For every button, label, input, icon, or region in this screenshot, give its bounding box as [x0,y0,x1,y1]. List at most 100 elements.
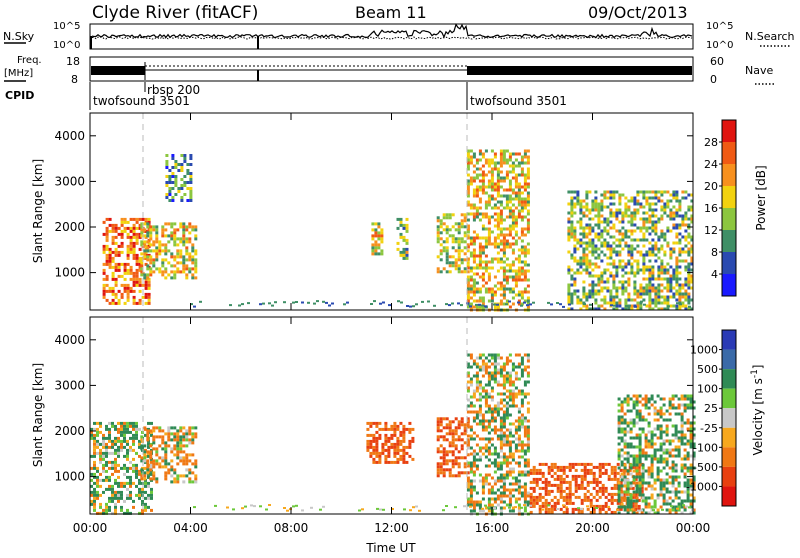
echo-cell [114,496,117,500]
echo-cell [678,283,682,287]
echo-cell [381,427,385,431]
echo-cell [508,428,512,432]
echo-cell [490,206,494,210]
echo-cell [143,276,147,280]
echo-cell [687,277,691,281]
echo-cell [108,436,111,440]
echo-cell [683,457,687,461]
echo-cell [384,424,388,428]
echo-cell [676,507,679,510]
echo-cell [640,486,644,490]
echo-cell [436,438,440,442]
echo-cell [650,487,654,491]
echo-cell [241,303,244,306]
echo-cell [189,199,193,202]
echo-cell [158,246,162,250]
echo-cell [120,466,123,470]
echo-cell [132,223,136,227]
echo-cell [405,253,409,257]
echo-cell [678,295,682,299]
echo-cell [637,509,640,512]
echo-cell [150,421,153,425]
echo-cell [475,380,479,384]
echo-cell [520,209,524,213]
echo-cell [526,296,530,300]
echo-cell [466,200,470,204]
echo-cell [606,244,610,248]
echo-cell [662,499,666,503]
echo-cell [147,475,150,479]
echo-cell [621,211,625,215]
echo-cell [457,231,461,235]
echo-cell [526,230,530,234]
echo-cell [475,233,479,237]
echo-cell [129,430,132,434]
echo-cell [469,437,473,441]
echo-cell [481,422,485,426]
echo-cell [663,298,667,302]
echo-cell [484,362,488,366]
echo-cell [677,490,681,494]
echo-cell [493,164,497,168]
echo-cell [520,206,524,210]
echo-cell [194,237,198,241]
echo-cell [567,292,571,296]
echo-cell [487,374,491,378]
echo-cell [123,424,126,428]
echo-cell [111,424,114,428]
echo-cell [164,459,168,463]
echo-cell [650,457,654,461]
echo-cell [687,295,691,299]
echo-cell [475,365,479,369]
echo-cell [165,163,169,166]
echo-cell [678,241,682,245]
echo-cell [484,254,488,258]
echo-cell [645,220,649,224]
echo-cell [481,497,485,501]
echo-cell [132,250,136,254]
echo-cell [499,299,503,303]
echo-cell [580,486,584,490]
echo-cell [514,500,518,504]
echo-cell [502,473,506,477]
echo-cell [472,242,476,246]
echo-cell [647,397,651,401]
echo-cell [659,412,663,416]
echo-cell [671,490,675,494]
echo-cell [114,511,117,515]
echo-cell [466,243,470,247]
echo-cell [692,454,696,458]
echo-cell [378,451,382,455]
echo-cell [672,295,676,299]
echo-cell [585,223,589,227]
echo-cell [469,503,473,507]
echo-cell [547,489,551,493]
echo-cell [466,386,470,390]
echo-cell [105,511,108,515]
echo-cell [615,304,619,308]
echo-cell [484,206,488,210]
echo-cell [635,469,639,473]
echo-cell [442,438,446,442]
echo-cell [623,433,627,437]
echo-cell [484,365,488,369]
echo-cell [660,277,664,281]
echo-cell [609,193,613,197]
echo-cell [600,259,604,263]
echo-cell [170,252,174,256]
echo-cell [623,430,627,434]
echo-cell [674,496,678,500]
echo-cell [380,240,384,244]
echo-cell [633,199,637,203]
echo-cell [683,484,687,488]
echo-cell [108,508,111,512]
echo-cell [632,475,636,479]
echo-cell [636,289,640,293]
echo-cell [645,199,649,203]
nsky-trace [91,23,693,39]
echo-cell [188,453,192,457]
echo-cell [102,508,105,512]
echo-cell [579,238,583,242]
echo-cell [144,262,148,266]
echo-cell [135,484,138,488]
